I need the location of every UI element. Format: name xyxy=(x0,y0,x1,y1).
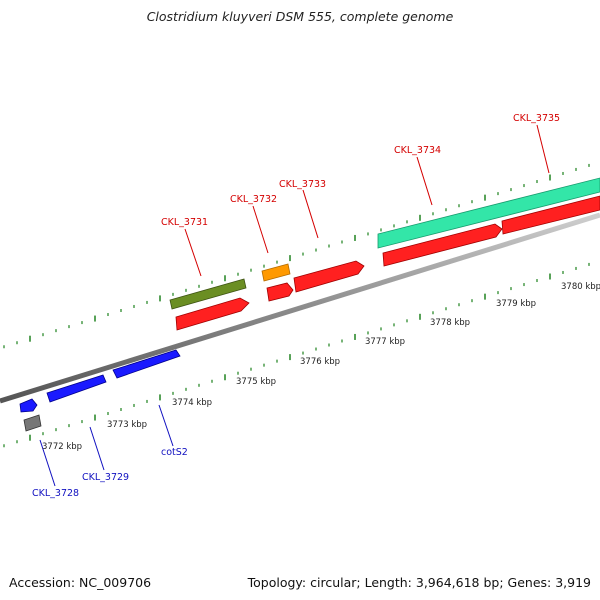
scale-label-group: 3772 kbp 3773 kbp 3774 kbp 3775 kbp 3776… xyxy=(42,282,600,452)
top-gene-labels: CKL_3731 CKL_3732 CKL_3733 CKL_3734 CKL_… xyxy=(161,113,560,228)
scale-label: 3773 kbp xyxy=(107,420,147,430)
gene-label[interactable]: CKL_3729 xyxy=(82,472,129,483)
topology-text: Topology: circular; Length: 3,964,618 bp… xyxy=(247,575,591,590)
bottom-label-leaders xyxy=(39,404,174,487)
scale-label: 3772 kbp xyxy=(42,442,82,452)
scale-label: 3776 kbp xyxy=(300,357,340,367)
gene-label[interactable]: cotS2 xyxy=(161,447,188,458)
scale-label: 3779 kbp xyxy=(496,299,536,309)
gene-feature-red[interactable] xyxy=(382,223,503,267)
top-label-leaders xyxy=(184,124,550,277)
scale-label: 3774 kbp xyxy=(172,398,212,408)
accession-text: Accession: NC_009706 xyxy=(9,575,152,590)
gene-label[interactable]: CKL_3728 xyxy=(32,488,79,499)
lower-tick-track xyxy=(3,262,590,448)
scale-label: 3778 kbp xyxy=(430,318,470,328)
gene-label[interactable]: CKL_3732 xyxy=(230,194,277,205)
upper-tick-track xyxy=(3,163,590,349)
scale-label: 3780 kbp xyxy=(561,282,600,292)
gene-feature-blue[interactable] xyxy=(112,349,181,379)
map-title: Clostridium kluyveri DSM 555, complete g… xyxy=(146,9,454,24)
gene-feature-red[interactable] xyxy=(293,260,365,293)
gene-label[interactable]: CKL_3734 xyxy=(394,145,441,156)
gene-feature-green[interactable] xyxy=(169,278,247,310)
bottom-gene-labels: CKL_3728 CKL_3729 cotS2 xyxy=(32,447,188,499)
gene-label[interactable]: CKL_3731 xyxy=(161,217,208,228)
gene-feature-red[interactable] xyxy=(266,282,294,302)
gene-label[interactable]: CKL_3733 xyxy=(279,179,326,190)
scale-label: 3775 kbp xyxy=(236,377,276,387)
gene-label[interactable]: CKL_3735 xyxy=(513,113,560,124)
scale-label: 3777 kbp xyxy=(365,337,405,347)
gene-feature-gray[interactable] xyxy=(23,414,42,432)
gene-feature-rna[interactable] xyxy=(377,177,600,249)
gene-feature-red[interactable] xyxy=(175,297,250,331)
feature-track-lower xyxy=(19,349,181,432)
gene-feature-blue[interactable] xyxy=(46,374,107,403)
feature-track-upper xyxy=(169,177,600,331)
genome-backbone xyxy=(0,212,600,404)
gene-feature-blue[interactable] xyxy=(19,398,38,413)
gene-feature-orange[interactable] xyxy=(261,263,291,282)
gene-feature-red[interactable] xyxy=(501,195,600,235)
